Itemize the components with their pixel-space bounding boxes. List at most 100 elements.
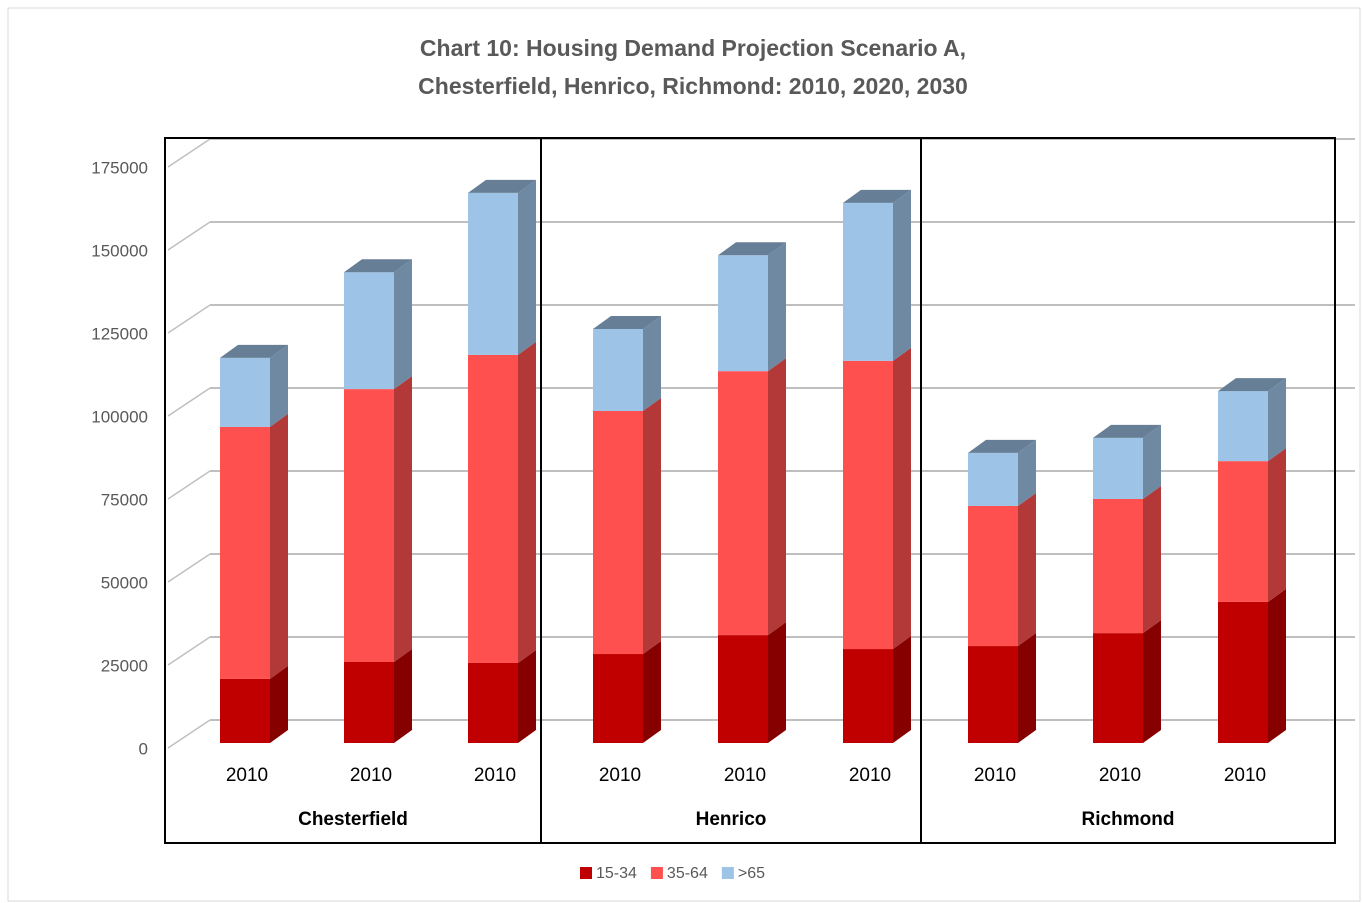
bar-segment — [468, 649, 536, 743]
bar-side — [893, 636, 911, 743]
bar-front — [843, 360, 893, 650]
bar-front — [843, 202, 893, 361]
bar-side — [1268, 378, 1286, 462]
legend-swatch — [650, 867, 663, 879]
bar-front — [220, 357, 270, 427]
x-tick-label: 2010 — [350, 765, 392, 786]
bar-side — [518, 649, 536, 743]
bar-front — [718, 371, 768, 636]
bar-top — [843, 189, 911, 203]
bar-top — [220, 344, 288, 358]
bar-front — [220, 426, 270, 679]
bar-side — [394, 648, 412, 743]
bar-side — [893, 347, 911, 650]
legend-swatch — [580, 867, 592, 879]
bar-front — [1093, 633, 1143, 743]
bar-top — [344, 259, 412, 273]
bar-front — [220, 678, 270, 743]
x-tick-label: 2010 — [974, 765, 1016, 786]
bar-front — [1218, 601, 1268, 743]
bar-side — [1018, 633, 1036, 743]
x-tick-label: 2010 — [849, 765, 891, 786]
bar-side — [1018, 492, 1036, 647]
y-tick-label: 125000 — [91, 324, 148, 343]
bar-front — [968, 505, 1018, 647]
grid-line — [167, 387, 211, 417]
bar-front — [468, 192, 518, 355]
bar-side — [768, 622, 786, 743]
bar-side — [270, 665, 288, 743]
bar-side — [768, 242, 786, 372]
bar-segment — [1218, 378, 1286, 462]
y-tick-label: 75000 — [101, 490, 148, 509]
bar-side — [518, 341, 536, 663]
bar-side — [270, 413, 288, 679]
bar-segment — [843, 189, 911, 361]
bar-front — [968, 646, 1018, 743]
bar-segment — [843, 636, 911, 743]
bar-segment — [1218, 588, 1286, 743]
bar-segment — [344, 259, 412, 390]
grid-line — [167, 553, 211, 583]
bar-segment — [718, 242, 786, 372]
bar-front — [1218, 461, 1268, 602]
group-label: Richmond — [1082, 809, 1175, 830]
bar-segment — [718, 622, 786, 743]
x-tick-label: 2010 — [1099, 765, 1141, 786]
x-tick-label: 2010 — [226, 765, 268, 786]
grid-line — [167, 221, 211, 251]
bar-front — [344, 661, 394, 743]
bar-side — [643, 641, 661, 743]
bar-segment — [968, 439, 1036, 506]
y-tick-label: 50000 — [101, 573, 148, 592]
bar-side — [394, 376, 412, 662]
chart-title: Chart 10: Housing Demand Projection Scen… — [420, 35, 966, 61]
bar-segment — [593, 641, 661, 743]
x-tick-label: 2010 — [599, 765, 641, 786]
bar-front — [843, 649, 893, 743]
bar-front — [1218, 391, 1268, 462]
grid-line — [167, 636, 211, 666]
bar-front — [593, 328, 643, 411]
bar-top — [468, 179, 536, 193]
bar-side — [270, 344, 288, 427]
grid-line — [167, 719, 211, 749]
bar-top — [1093, 424, 1161, 438]
x-tick-label: 2010 — [724, 765, 766, 786]
bar-front — [468, 662, 518, 743]
bar-segment — [468, 179, 536, 355]
bar-top — [1218, 378, 1286, 392]
bar-side — [643, 315, 661, 411]
bar-segment — [1093, 620, 1161, 743]
bar-side — [1268, 448, 1286, 602]
bar-top — [718, 242, 786, 256]
bar-front — [468, 354, 518, 663]
bar-segment — [220, 413, 288, 679]
bar-segment — [1218, 448, 1286, 602]
legend-label: 15-34 — [596, 865, 637, 882]
bar-segment — [718, 358, 786, 636]
bar-side — [1018, 439, 1036, 506]
bar-side — [1143, 620, 1161, 743]
group-label: Chesterfield — [298, 809, 408, 830]
bar-segment — [968, 633, 1036, 743]
bar-side — [1143, 424, 1161, 499]
bar-front — [344, 272, 394, 390]
grid-line — [167, 304, 211, 334]
legend-label: >65 — [738, 865, 765, 882]
bar-segment — [344, 648, 412, 743]
bar-front — [1093, 498, 1143, 634]
y-tick-label: 100000 — [91, 407, 148, 426]
bar-front — [968, 452, 1018, 506]
group-box — [920, 137, 1336, 844]
bar-segment — [220, 344, 288, 427]
y-tick-label: 150000 — [91, 241, 148, 260]
chart-title: Chesterfield, Henrico, Richmond: 2010, 2… — [418, 73, 968, 99]
y-tick-label: 25000 — [101, 656, 148, 675]
bar-segment — [593, 315, 661, 411]
bar-side — [394, 259, 412, 390]
bar-segment — [468, 341, 536, 663]
bar-front — [1093, 437, 1143, 499]
x-tick-label: 2010 — [474, 765, 516, 786]
bar-front — [718, 255, 768, 372]
